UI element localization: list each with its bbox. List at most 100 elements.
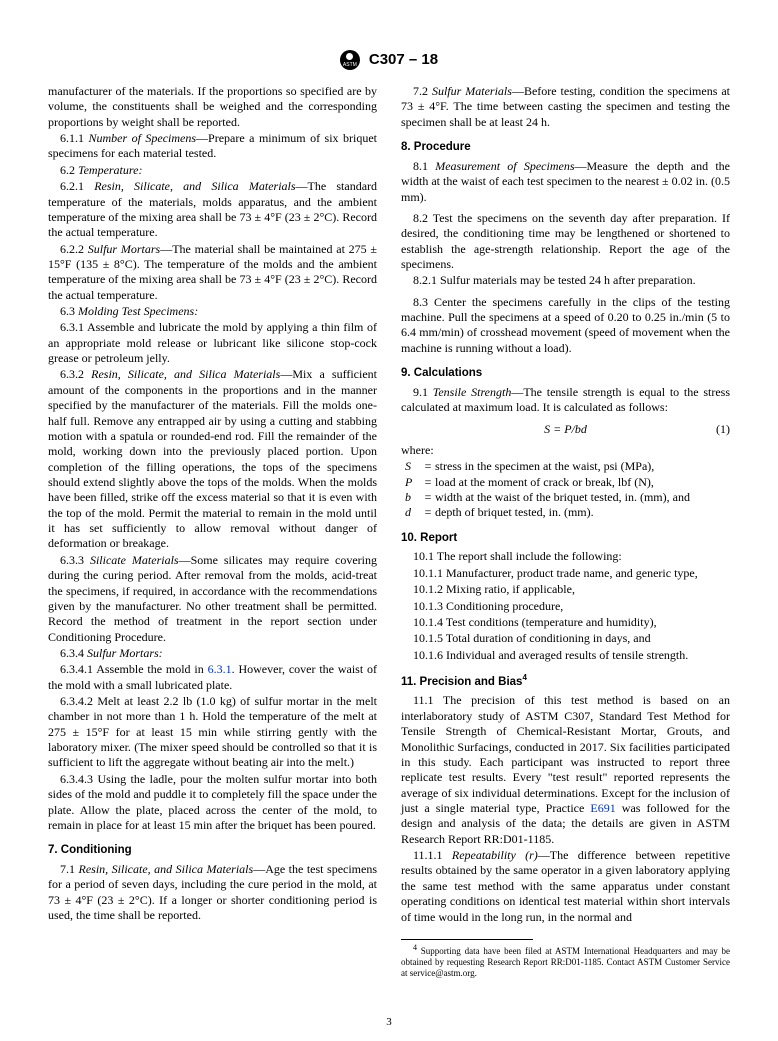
clause-text: Assemble and lubricate the mold by apply… bbox=[48, 320, 377, 365]
clause-number: 6.2 bbox=[60, 163, 75, 177]
where-equals: = bbox=[421, 475, 435, 490]
where-symbol: d bbox=[401, 505, 421, 520]
where-row: b=width at the waist of the briquet test… bbox=[401, 490, 730, 505]
paragraph-6-3-1: 6.3.1 Assemble and lubricate the mold by… bbox=[48, 320, 377, 366]
clause-title: Sulfur Mortars: bbox=[87, 646, 163, 660]
clause-number: 11.1.1 bbox=[413, 848, 443, 862]
clause-text: —The difference between repetitive resul… bbox=[401, 848, 730, 923]
clause-number: 6.3.4.2 bbox=[60, 694, 93, 708]
where-definition: stress in the specimen at the waist, psi… bbox=[435, 459, 730, 474]
footnote-4: 4 Supporting data have been filed at AST… bbox=[401, 943, 730, 980]
clause-title: Molding Test Specimens: bbox=[78, 304, 198, 318]
paragraph-11-1: 11.1 The precision of this test method i… bbox=[401, 693, 730, 847]
where-symbol: b bbox=[401, 490, 421, 505]
clause-number: 10.1.2 bbox=[413, 582, 443, 596]
clause-number: 6.3 bbox=[60, 304, 75, 318]
clause-title: Tensile Strength bbox=[433, 385, 512, 399]
where-row: P=load at the moment of crack or break, … bbox=[401, 475, 730, 490]
clause-text: Conditioning procedure, bbox=[446, 599, 563, 613]
where-symbol: P bbox=[401, 475, 421, 490]
list-item: 10.1.2 Mixing ratio, if applicable, bbox=[401, 582, 730, 597]
clause-number: 6.3.4.1 bbox=[60, 662, 93, 676]
clause-number: 10.1.6 bbox=[413, 648, 443, 662]
clause-number: 10.1.5 bbox=[413, 631, 443, 645]
clause-number: 7.2 bbox=[413, 84, 428, 98]
document-header: C307 – 18 bbox=[48, 50, 730, 70]
clause-text: Individual and averaged results of tensi… bbox=[446, 648, 688, 662]
clause-title: Resin, Silicate, and Silica Materials bbox=[94, 179, 295, 193]
clause-number: 6.1.1 bbox=[60, 131, 84, 145]
clause-title: Resin, Silicate, and Silica Materials bbox=[79, 862, 254, 876]
section-11-head: 11. Precision and Bias4 bbox=[401, 673, 730, 690]
footnote-rule bbox=[401, 939, 533, 940]
paragraph-8-2-1: 8.2.1 Sulfur materials may be tested 24 … bbox=[401, 273, 730, 288]
clause-title: Temperature: bbox=[78, 163, 142, 177]
where-label: where: bbox=[401, 443, 730, 458]
where-equals: = bbox=[421, 490, 435, 505]
clause-title: Sulfur Mortars bbox=[88, 242, 160, 256]
footnote-block: 4 Supporting data have been filed at AST… bbox=[401, 939, 730, 980]
clause-text: —Mix a sufficient amount of the componen… bbox=[48, 367, 377, 550]
clause-title: Sulfur Materials bbox=[432, 84, 512, 98]
where-equals: = bbox=[421, 505, 435, 520]
clause-text: Sulfur materials may be tested 24 h afte… bbox=[440, 273, 696, 287]
clause-number: 6.2.2 bbox=[60, 242, 84, 256]
paragraph-8-1: 8.1 Measurement of Specimens—Measure the… bbox=[401, 159, 730, 205]
footnote-ref-icon: 4 bbox=[522, 673, 526, 682]
paragraph-9-1: 9.1 Tensile Strength—The tensile strengt… bbox=[401, 385, 730, 416]
document-code: C307 – 18 bbox=[369, 50, 438, 69]
subhead-6-3: 6.3 Molding Test Specimens: bbox=[48, 304, 377, 319]
clause-number: 6.3.4 bbox=[60, 646, 84, 660]
clause-title: Number of Specimens bbox=[88, 131, 196, 145]
where-definition: width at the waist of the briquet tested… bbox=[435, 490, 730, 505]
clause-number: 6.3.4.3 bbox=[60, 772, 93, 786]
clause-number: 11.1 bbox=[413, 693, 434, 707]
paragraph-intro: manufacturer of the materials. If the pr… bbox=[48, 84, 377, 130]
clause-number: 9.1 bbox=[413, 385, 428, 399]
paragraph-6-2-1: 6.2.1 Resin, Silicate, and Silica Materi… bbox=[48, 179, 377, 240]
section-8-head: 8. Procedure bbox=[401, 140, 730, 155]
cross-ref-link[interactable]: E691 bbox=[590, 801, 615, 815]
clause-text: Melt at least 2.2 lb (1.0 kg) of sulfur … bbox=[48, 694, 377, 769]
clause-number: 8.2.1 bbox=[413, 273, 437, 287]
clause-number: 6.3.3 bbox=[60, 553, 84, 567]
where-symbol: S bbox=[401, 459, 421, 474]
clause-text: Assemble the mold in bbox=[96, 662, 207, 676]
list-item: 10.1.6 Individual and averaged results o… bbox=[401, 648, 730, 663]
equation-1: S = P/bd (1) bbox=[401, 422, 730, 437]
list-item: 10.1.1 Manufacturer, product trade name,… bbox=[401, 566, 730, 581]
subhead-6-2: 6.2 Temperature: bbox=[48, 163, 377, 178]
paragraph-6-3-2: 6.3.2 Resin, Silicate, and Silica Materi… bbox=[48, 367, 377, 551]
clause-title: Measurement of Specimens bbox=[435, 159, 574, 173]
equation-text: S = P/bd bbox=[544, 422, 587, 437]
clause-text: Using the ladle, pour the molten sulfur … bbox=[48, 772, 377, 832]
paragraph-6-3-4-3: 6.3.4.3 Using the ladle, pour the molten… bbox=[48, 772, 377, 833]
clause-number: 10.1.4 bbox=[413, 615, 443, 629]
cross-ref-link[interactable]: 6.3.1 bbox=[208, 662, 232, 676]
clause-number: 6.2.1 bbox=[60, 179, 84, 193]
clause-text: Mixing ratio, if applicable, bbox=[446, 582, 575, 596]
clause-number: 6.3.1 bbox=[60, 320, 84, 334]
section-11-title: 11. Precision and Bias bbox=[401, 676, 522, 688]
paragraph-7-1: 7.1 Resin, Silicate, and Silica Material… bbox=[48, 862, 377, 923]
clause-text: Total duration of conditioning in days, … bbox=[446, 631, 651, 645]
clause-number: 10.1.1 bbox=[413, 566, 443, 580]
where-definition: load at the moment of crack or break, lb… bbox=[435, 475, 730, 490]
where-equals: = bbox=[421, 459, 435, 474]
paragraph-10-1: 10.1 The report shall include the follow… bbox=[401, 549, 730, 564]
equation-number: (1) bbox=[716, 422, 730, 437]
page-number: 3 bbox=[0, 1015, 778, 1029]
clause-title: Silicate Materials bbox=[90, 553, 179, 567]
clause-number: 10.1 bbox=[413, 549, 434, 563]
list-item: 10.1.4 Test conditions (temperature and … bbox=[401, 615, 730, 630]
clause-text: The precision of this test method is bas… bbox=[401, 693, 730, 815]
clause-title: Repeatability (r) bbox=[452, 848, 538, 862]
paragraph-6-3-4-1: 6.3.4.1 Assemble the mold in 6.3.1. Howe… bbox=[48, 662, 377, 693]
footnote-text: Supporting data have been filed at ASTM … bbox=[401, 946, 730, 979]
clause-text: Test conditions (temperature and humidit… bbox=[446, 615, 657, 629]
paragraph-6-2-2: 6.2.2 Sulfur Mortars—The material shall … bbox=[48, 242, 377, 303]
clause-number: 8.1 bbox=[413, 159, 428, 173]
clause-text: Test the specimens on the seventh day af… bbox=[401, 211, 730, 271]
paragraph-7-2: 7.2 Sulfur Materials—Before testing, con… bbox=[401, 84, 730, 130]
paragraph-11-1-1: 11.1.1 Repeatability (r)—The difference … bbox=[401, 848, 730, 925]
